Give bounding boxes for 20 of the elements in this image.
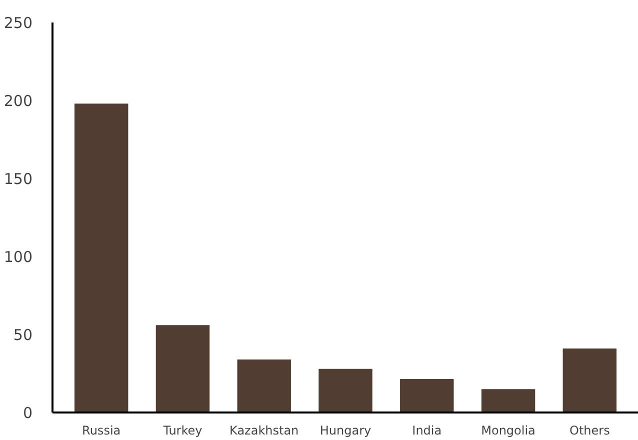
bar (562, 348, 617, 412)
y-tick-label: 50 (13, 326, 33, 344)
bar (481, 389, 536, 412)
bar (74, 104, 128, 412)
y-tick-label: 250 (4, 14, 33, 32)
x-tick-label: Others (570, 424, 610, 438)
y-tick-label: 150 (4, 170, 33, 188)
x-tick-label: Hungary (320, 424, 372, 438)
bar (400, 378, 454, 412)
x-tick-label: Turkey (162, 424, 202, 438)
bar (237, 359, 291, 412)
x-tick-label: Russia (82, 424, 121, 438)
y-tick-label: 200 (4, 92, 33, 110)
y-tick-label: 100 (4, 248, 33, 266)
x-tick-label: Mongolia (481, 424, 536, 438)
x-tick-label: Kazakhstan (230, 424, 299, 438)
bar (156, 325, 210, 412)
bar (318, 368, 372, 412)
y-tick-label: 0 (22, 404, 33, 422)
x-tick-label: India (412, 424, 442, 438)
